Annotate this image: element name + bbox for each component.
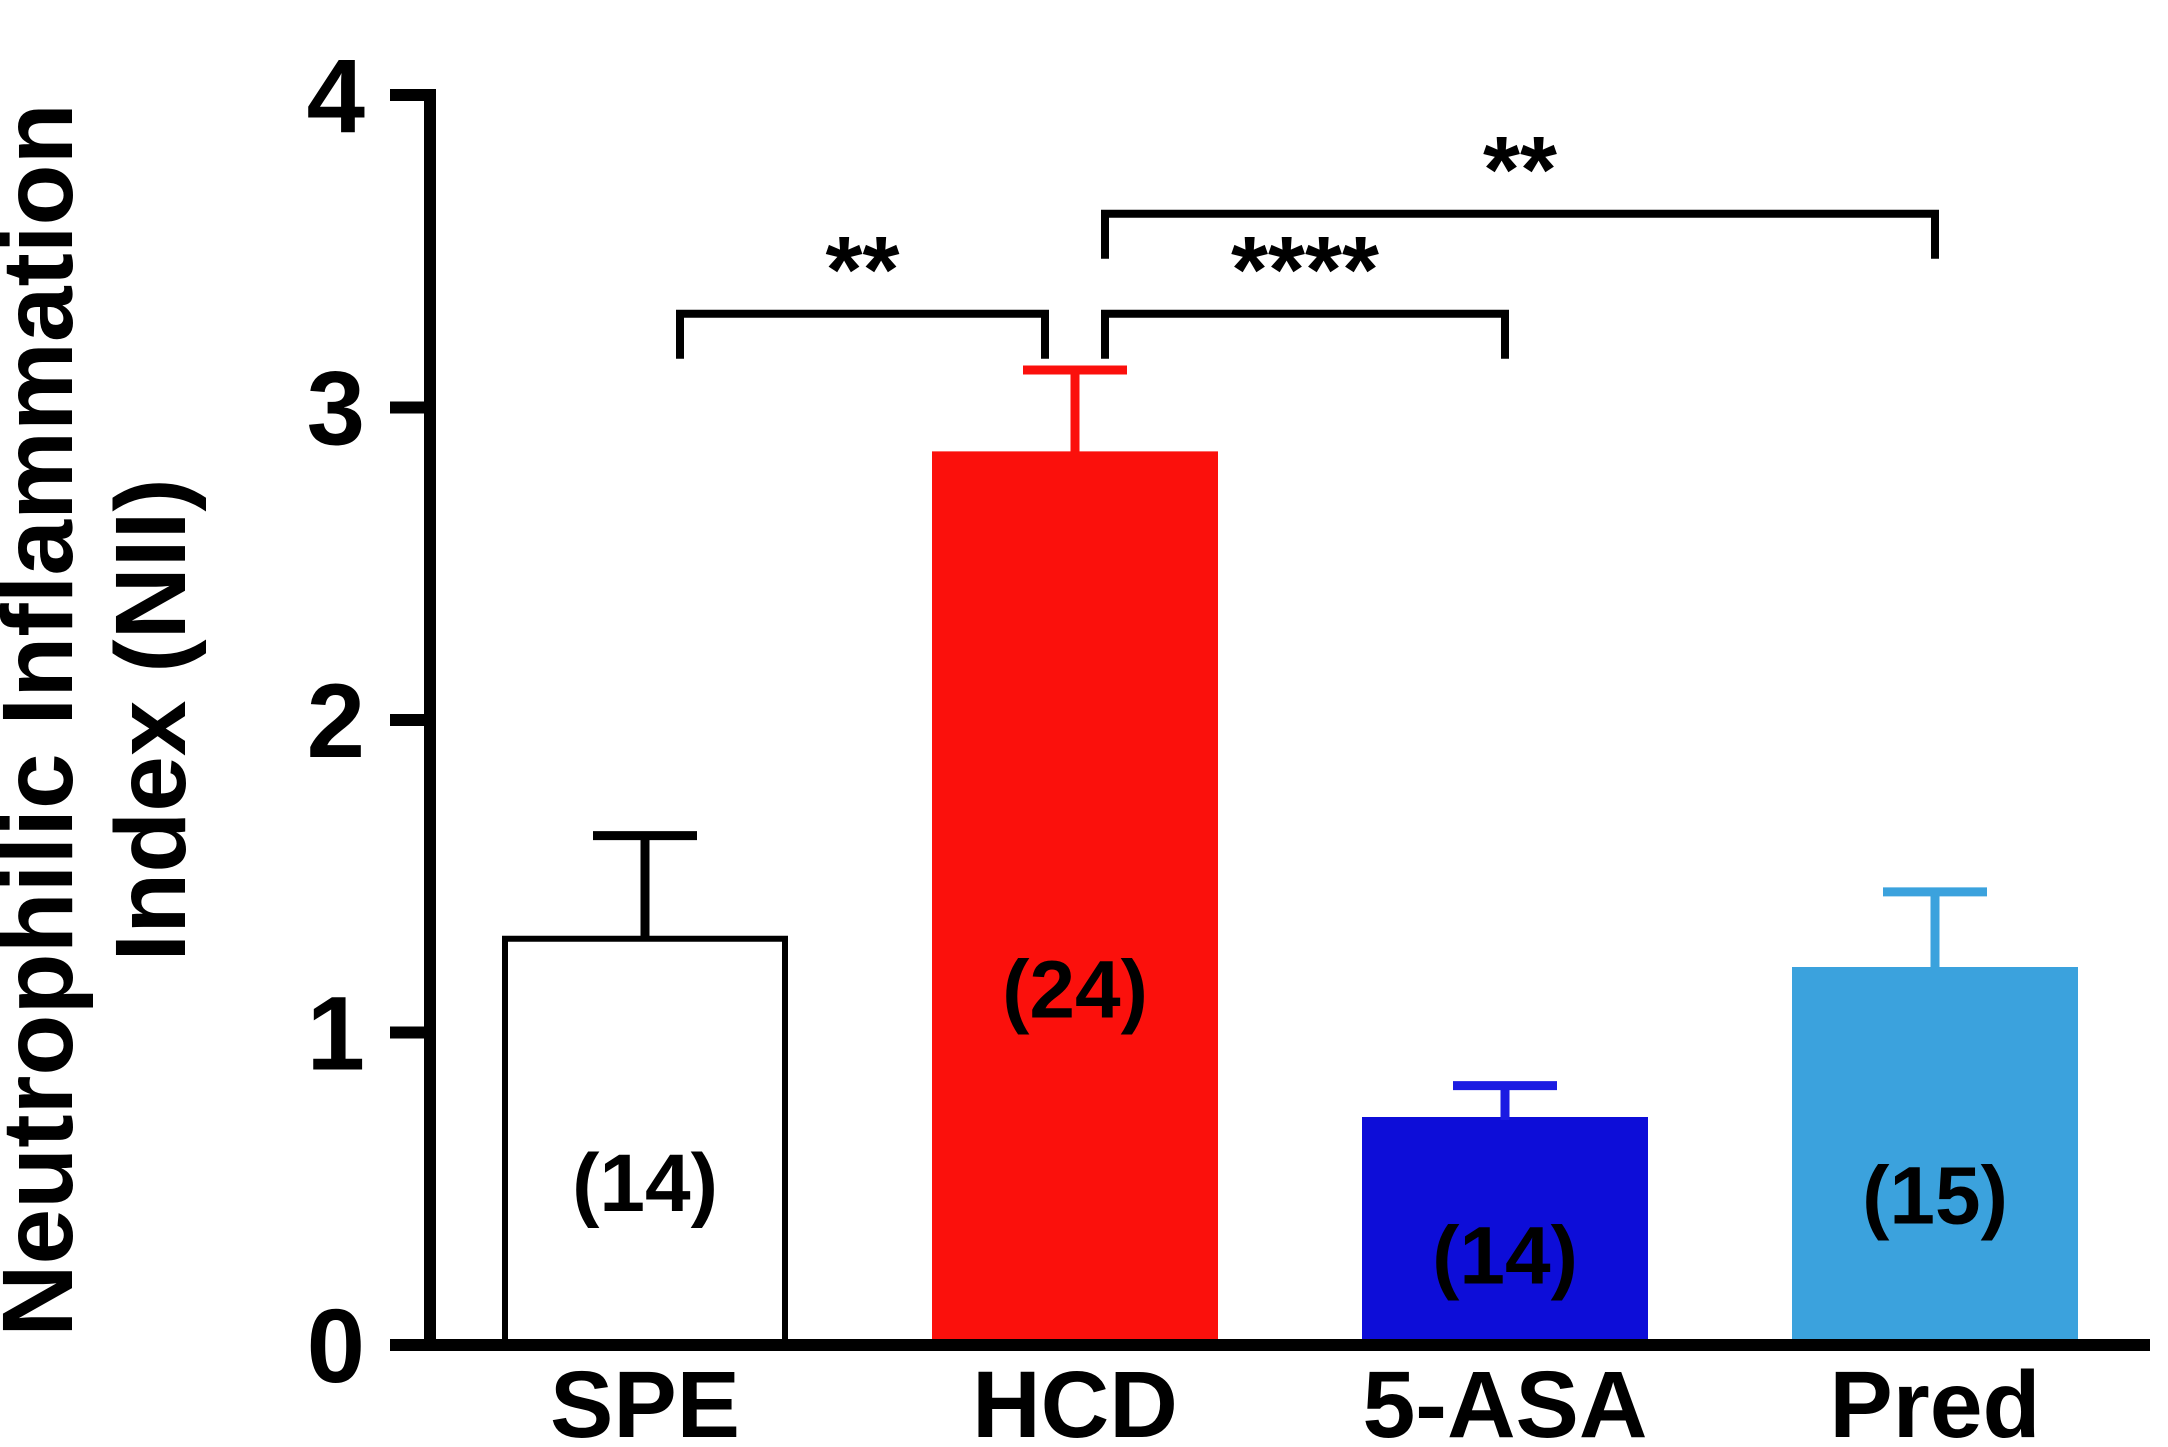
significance-label-SPE-HCD: ** <box>826 217 900 323</box>
bar-Pred <box>1792 967 2078 1348</box>
count-label-SPE: (14) <box>572 1138 718 1229</box>
y-tick-label-3: 3 <box>307 350 365 467</box>
y-tick-label-2: 2 <box>307 663 365 780</box>
y-tick-label-0: 0 <box>307 1288 365 1405</box>
significance-bracket-SPE-HCD <box>676 309 1049 359</box>
bar-SPE <box>502 935 788 1348</box>
y-tick-label-4: 4 <box>307 38 365 155</box>
x-tick-label-5-ASA: 5-ASA <box>1362 1352 1647 1447</box>
significance-bracket-HCD-Pred <box>1101 209 1939 259</box>
x-tick-label-Pred: Pred <box>1829 1352 2040 1447</box>
x-tick-label-SPE: SPE <box>550 1352 740 1447</box>
x-tick-label-HCD: HCD <box>972 1352 1178 1447</box>
count-label-Pred: (15) <box>1862 1151 2008 1242</box>
y-axis-title-line2: Index (NII) <box>95 478 207 961</box>
y-axis-title-line1: Neutrophilic Inflammation <box>0 103 94 1336</box>
count-label-HCD: (24) <box>1002 944 1148 1035</box>
y-tick-label-1: 1 <box>307 975 365 1092</box>
significance-bracket-HCD-5-ASA <box>1101 309 1509 359</box>
significance-label-HCD-Pred: ** <box>1483 117 1557 223</box>
bar-HCD <box>932 451 1218 1348</box>
significance-label-HCD-5-ASA: **** <box>1231 217 1379 323</box>
count-label-5-ASA: (14) <box>1432 1211 1578 1302</box>
